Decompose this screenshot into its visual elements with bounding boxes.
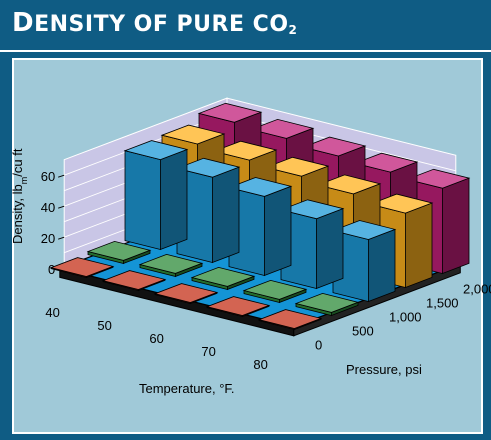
title-bar: DENSITY OF PURE CO2 [0,0,491,52]
bar-t50-p2000-top [249,118,315,139]
z-tick-label: 0 [48,262,55,277]
bar-t60-p0-top [153,283,219,303]
y-tick-label: 2,000 [463,281,491,296]
z-tick-mark [58,205,65,209]
bar-t70-p0-top [205,296,271,316]
bar-t50-p1000-top [175,157,241,178]
bar-t80-p2000-top [405,168,471,189]
bar-t50-p1000-side [211,166,240,264]
x-tick-label: 60 [149,331,163,346]
bar-t60-p1000-top [227,177,293,197]
title-main: ENSITY OF PURE CO [34,12,289,37]
title-subscript: 2 [288,23,298,37]
y-tick-label: 0 [315,337,322,352]
x-tick-label: 70 [201,344,215,359]
x-tick-label: 40 [45,305,59,320]
z-tick-label: 40 [41,200,55,215]
bar-t70-p1000-side [315,208,344,290]
bar-t70-p1500-top [316,174,382,195]
bar-t40-p2000-top [197,102,263,123]
bar-t40-p1000-top [123,140,189,161]
x-tick-label: 80 [253,357,267,372]
bar-t70-p2000-top [353,152,419,173]
z-tick-label: 60 [41,169,55,184]
bar-t40-p1500-top [160,124,226,145]
bar-t80-p1500-side [404,202,433,289]
y-tick-label: 500 [352,323,374,338]
bar-t80-p1000-side [367,228,396,303]
bar-t50-p500-top [138,253,204,274]
bar-t50-p0-top [101,270,167,290]
z-tick-label: 20 [41,231,55,246]
bar-t70-p1000-top [279,199,345,220]
z-axis-title: Density, lbm/cu ft [10,148,29,244]
bar-t60-p500-top [190,266,256,287]
bar-t50-p1500-top [212,140,278,161]
chart-title: DENSITY OF PURE CO2 [12,8,297,38]
x-tick-label: 50 [97,318,111,333]
y-axis-title: Pressure, psi [346,362,422,377]
title-lead: D [12,8,35,38]
bar-t70-p500-top [242,279,308,300]
bar-t60-p2000-top [301,136,367,157]
y-tick-label: 1,500 [426,295,459,310]
z-tick-mark [58,236,65,240]
bar-t80-p1500-top [368,193,434,214]
bar-t40-p1000-front [124,150,161,251]
z-tick-mark [58,174,65,178]
bar-t80-p500-top [294,292,360,313]
bar-t80-p1000-top [331,220,397,240]
bar-t80-p0-top [257,309,323,329]
y-tick-label: 1,000 [389,309,422,324]
bar-t80-p2000-side [441,177,470,275]
bar-t60-p1500-top [264,156,330,177]
x-axis-title: Temperature, °F. [139,381,235,396]
bar-t40-p500-top [86,240,152,261]
bar-t60-p1000-side [263,185,292,277]
bar-t40-p0-top [49,257,115,277]
bar-t40-p1000-side [159,148,188,251]
